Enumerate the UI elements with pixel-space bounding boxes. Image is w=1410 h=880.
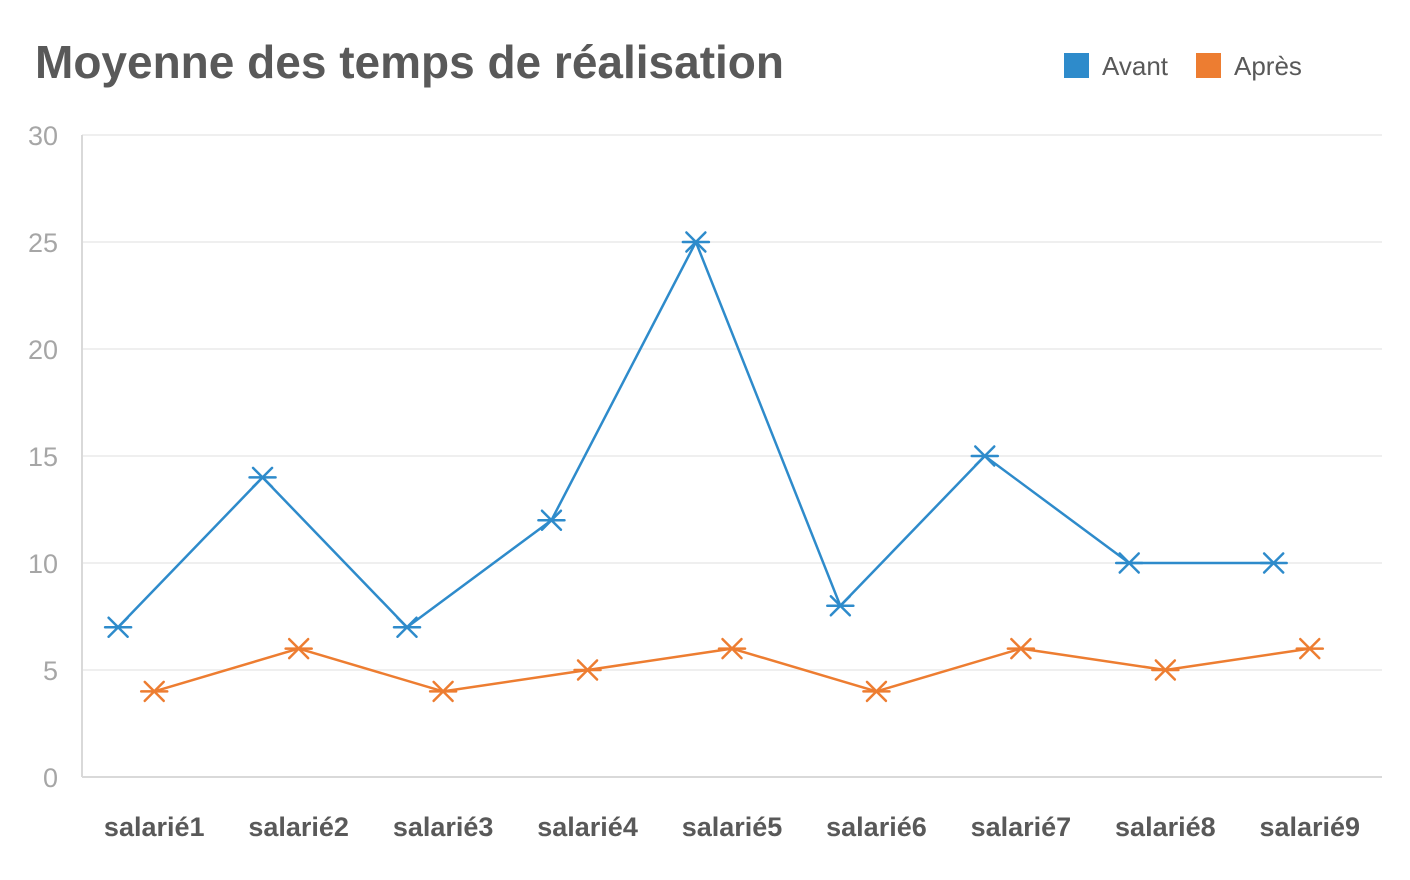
- marker-stroke: [396, 616, 418, 638]
- data-point-apres: [862, 680, 891, 703]
- data-point-avant: [826, 595, 855, 617]
- x-tick-label: salarié8: [1115, 812, 1216, 842]
- data-point-avant: [392, 616, 422, 638]
- legend-swatch-apres: [1196, 53, 1221, 78]
- legend-label-avant: Avant: [1102, 51, 1169, 81]
- y-tick-label: 5: [43, 656, 58, 686]
- marker-stroke: [540, 509, 563, 531]
- y-tick-label: 10: [28, 549, 58, 579]
- data-point-avant: [1259, 552, 1288, 574]
- marker-stroke: [107, 616, 129, 638]
- x-tick-label: salarié2: [248, 812, 349, 842]
- data-point-avant: [537, 509, 566, 531]
- data-point-avant: [103, 616, 133, 638]
- legend-swatch-avant: [1064, 53, 1089, 78]
- marker-stroke: [251, 466, 274, 489]
- y-tick-label: 30: [28, 121, 58, 151]
- x-tick-label: salarié7: [971, 812, 1072, 842]
- marker-stroke: [974, 445, 996, 467]
- data-point-avant: [970, 445, 1000, 467]
- y-tick-label: 25: [28, 228, 58, 258]
- data-point-apres: [717, 637, 747, 660]
- x-tick-label: salarié5: [682, 812, 783, 842]
- data-point-apres: [1151, 659, 1180, 681]
- marker-stroke: [1154, 659, 1177, 681]
- y-tick-label: 15: [28, 442, 58, 472]
- data-point-avant: [1114, 552, 1144, 574]
- series-line-avant: [117, 240, 1274, 629]
- series-group: [103, 231, 1325, 703]
- data-point-apres: [573, 659, 602, 681]
- marker-stroke: [1299, 637, 1321, 660]
- x-axis-ticks: salarié1 salarié2 salarié3 salarié4 salarié5…: [104, 812, 1360, 842]
- data-point-avant: [681, 231, 711, 253]
- data-point-apres: [1295, 637, 1325, 660]
- y-tick-label: 20: [28, 335, 58, 365]
- x-tick-label: salarié3: [393, 812, 494, 842]
- data-point-apres: [428, 680, 458, 703]
- marker-stroke: [685, 231, 707, 253]
- marker-stroke: [287, 637, 310, 660]
- legend-label-apres: Après: [1234, 51, 1302, 81]
- marker-stroke: [1262, 552, 1285, 574]
- gridlines: [82, 134, 1382, 671]
- marker-stroke: [143, 680, 165, 703]
- y-tick-label: 0: [43, 763, 58, 793]
- marker-stroke: [576, 659, 599, 681]
- y-axis-ticks: 0 5 10 15 20 25 30: [28, 121, 58, 793]
- data-point-apres: [139, 680, 169, 703]
- x-tick-label: salarié9: [1259, 812, 1360, 842]
- x-tick-label: salarié6: [826, 812, 927, 842]
- x-tick-label: salarié1: [104, 812, 205, 842]
- data-point-apres: [284, 637, 313, 660]
- legend: Avant Après: [1064, 51, 1302, 81]
- data-point-avant: [248, 466, 277, 489]
- marker-stroke: [721, 637, 743, 660]
- marker-stroke: [1118, 552, 1140, 574]
- chart-title: Moyenne des temps de réalisation: [35, 36, 784, 88]
- marker-stroke: [432, 680, 454, 703]
- data-point-apres: [1006, 637, 1036, 660]
- marker-stroke: [1010, 637, 1032, 660]
- x-tick-label: salarié4: [537, 812, 638, 842]
- marker-stroke: [829, 595, 852, 617]
- marker-stroke: [865, 680, 888, 703]
